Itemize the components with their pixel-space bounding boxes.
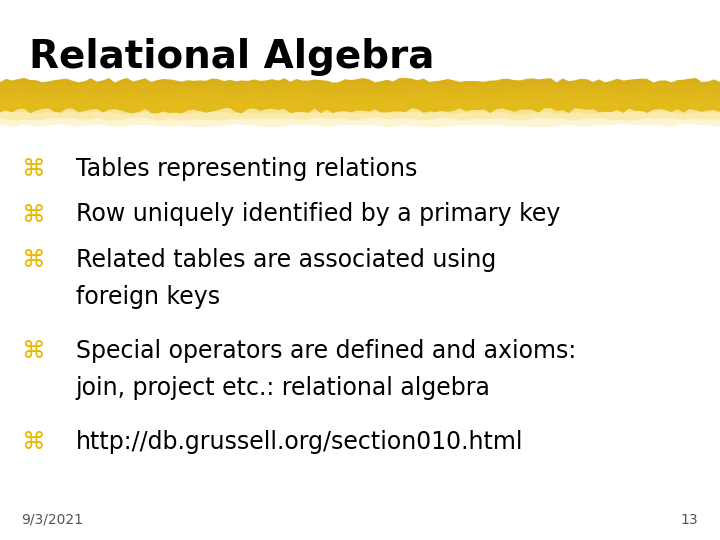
Text: Tables representing relations: Tables representing relations	[76, 157, 417, 180]
Text: ⌘: ⌘	[22, 248, 45, 272]
Text: foreign keys: foreign keys	[76, 285, 220, 309]
Polygon shape	[0, 78, 720, 113]
Text: http://db.grussell.org/section010.html: http://db.grussell.org/section010.html	[76, 430, 523, 454]
Polygon shape	[0, 84, 720, 108]
Text: ⌘: ⌘	[22, 157, 45, 180]
Polygon shape	[0, 103, 720, 127]
Text: Related tables are associated using: Related tables are associated using	[76, 248, 496, 272]
Text: ⌘: ⌘	[22, 202, 45, 226]
Text: Special operators are defined and axioms:: Special operators are defined and axioms…	[76, 339, 576, 363]
Text: Row uniquely identified by a primary key: Row uniquely identified by a primary key	[76, 202, 560, 226]
Text: ⌘: ⌘	[22, 339, 45, 363]
Text: join, project etc.: relational algebra: join, project etc.: relational algebra	[76, 376, 490, 400]
Text: Relational Algebra: Relational Algebra	[29, 38, 434, 76]
Polygon shape	[0, 90, 720, 114]
Polygon shape	[0, 96, 720, 121]
Text: 13: 13	[681, 512, 698, 526]
Text: ⌘: ⌘	[22, 430, 45, 454]
Text: 9/3/2021: 9/3/2021	[22, 512, 84, 526]
